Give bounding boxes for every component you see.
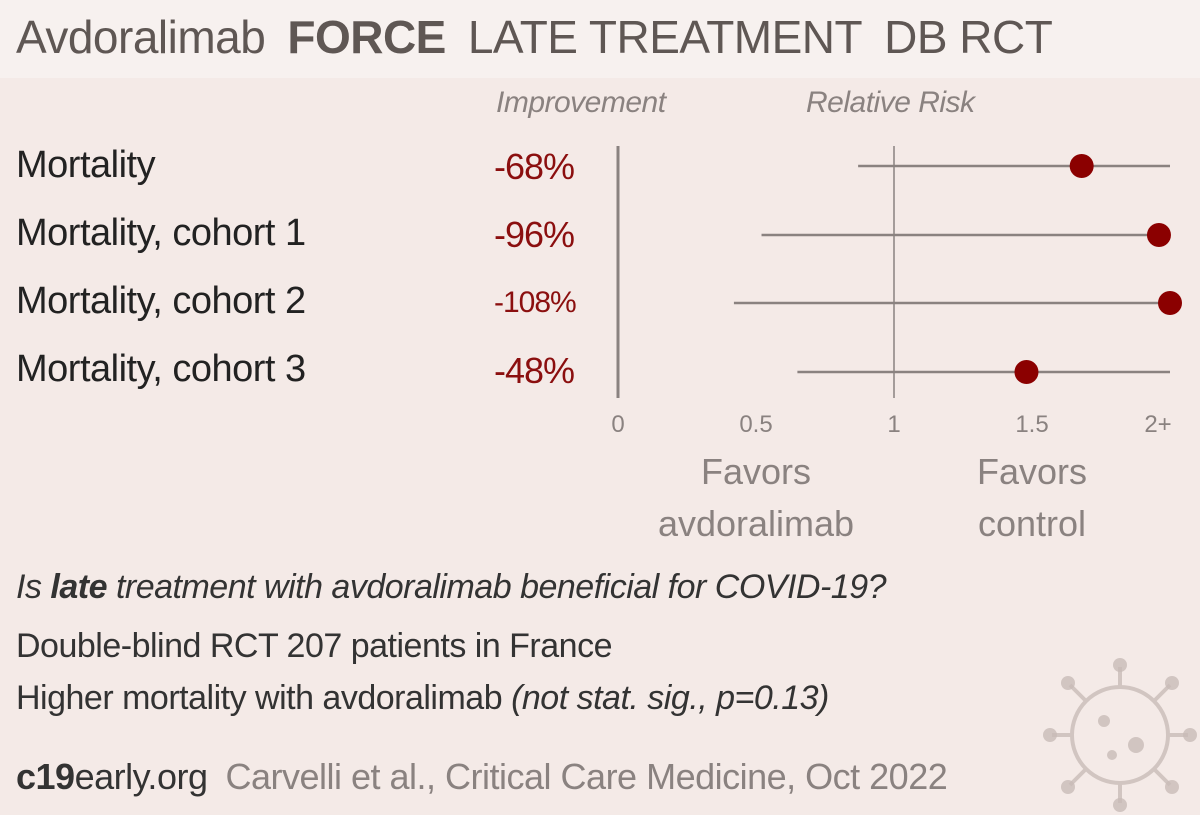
row-improvement: -48% [494, 350, 575, 391]
result-main: Higher mortality with avdoralimab [16, 679, 512, 717]
title-stage: LATE TREATMENT [467, 11, 863, 63]
favors-left-line1: Favors [700, 451, 812, 492]
title-trial: FORCE [287, 11, 446, 63]
page-title: Avdoralimab FORCE LATE TREATMENT DB RCT [16, 10, 1074, 64]
citation: Carvelli et al., Critical Care Medicine,… [225, 756, 948, 797]
point-estimate [1014, 360, 1039, 384]
title-bar [0, 0, 1200, 78]
x-tick-label: 2+ [1144, 411, 1171, 438]
x-tick-label: 1 [887, 411, 900, 438]
row-improvement: -108% [494, 286, 577, 319]
point-estimate [1146, 223, 1171, 247]
favors-right-line2: control [977, 503, 1087, 544]
favors-control-label: Favors control [942, 446, 1122, 550]
site-name-bold: c19 [16, 756, 75, 797]
title-design: DB RCT [884, 11, 1053, 63]
row-improvement: -68% [494, 146, 575, 187]
x-tick-label: 0.5 [739, 411, 772, 438]
forest-rows [733, 154, 1182, 384]
point-estimate [1069, 154, 1094, 178]
question-pre: Is [16, 568, 51, 606]
row-label: Mortality, cohort 2 [16, 280, 306, 322]
summary-question: Is late treatment with avdoralimab benef… [16, 568, 887, 607]
row-label: Mortality, cohort 1 [16, 212, 306, 254]
question-bold: late [50, 568, 107, 606]
x-tick-label: 0 [611, 411, 624, 438]
row-label: Mortality [16, 144, 156, 186]
site-name-rest: early.org [74, 756, 208, 797]
summary-result: Higher mortality with avdoralimab (not s… [16, 679, 829, 718]
row-label: Mortality, cohort 3 [16, 348, 306, 390]
point-estimate [1158, 291, 1182, 315]
x-axis-ticks: 0 0.5 1 1.5 2+ [611, 411, 1171, 438]
result-note: (not stat. sig., p=0.13) [511, 679, 829, 717]
question-post: treatment with avdoralimab beneficial fo… [107, 568, 887, 606]
favors-avdoralimab-label: Favors avdoralimab [651, 446, 861, 550]
footer: c19early.org Carvelli et al., Critical Ca… [16, 756, 948, 798]
improvement-column-header: Improvement [496, 86, 666, 119]
favors-right-line1: Favors [976, 451, 1088, 492]
coronavirus-watermark-icon [1043, 658, 1197, 812]
title-drug: Avdoralimab [16, 11, 266, 63]
favors-left-line2: avdoralimab [657, 503, 855, 544]
x-tick-label: 1.5 [1015, 411, 1048, 438]
relative-risk-column-header: Relative Risk [806, 86, 975, 119]
row-improvement: -96% [494, 214, 575, 255]
summary-design: Double-blind RCT 207 patients in France [16, 627, 613, 665]
